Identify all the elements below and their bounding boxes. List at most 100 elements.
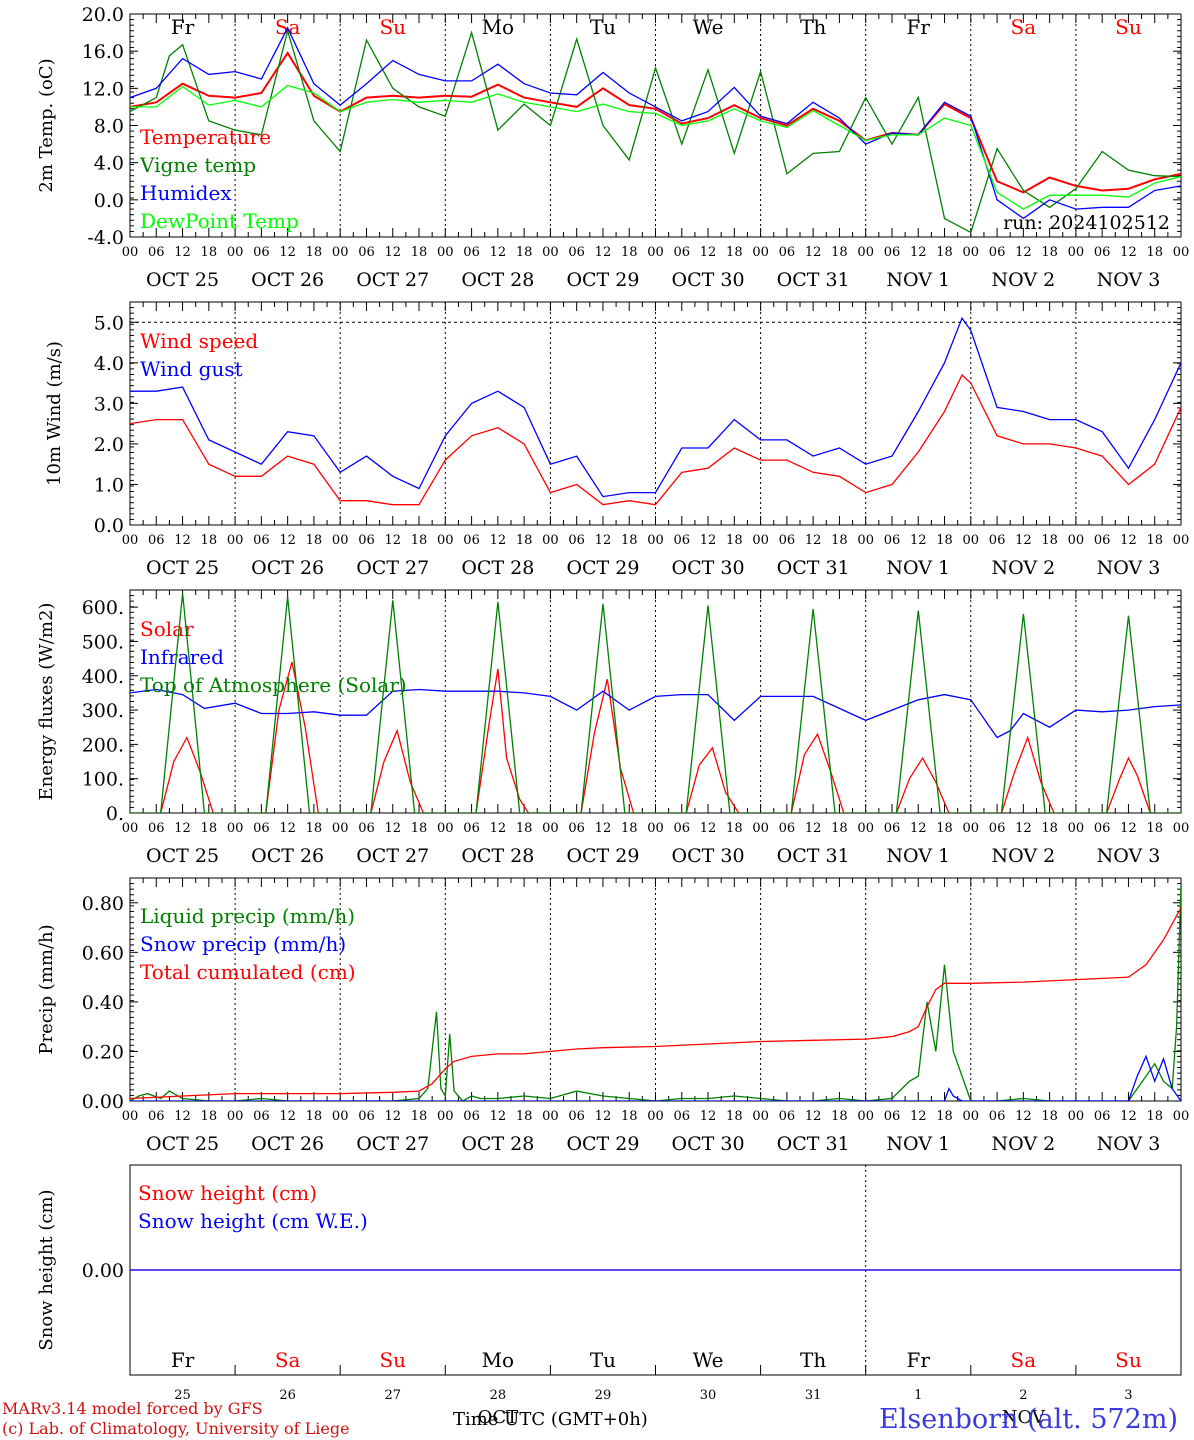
panel-5: 0.00 Snow height (cm) 25 26 27 28 29 30 31 1 2 3 OCT… [36, 1164, 1182, 1430]
day-of-week-label: Tu [590, 15, 616, 39]
x-hour-label: 06 [884, 533, 901, 548]
x-hour-label: 06 [884, 821, 901, 836]
x-hour-label: 18 [306, 821, 323, 836]
footer-model: MARv3.14 model forced by GFS [2, 1399, 263, 1418]
x-hour-label: 00 [1173, 533, 1190, 548]
x-date-label: OCT 31 [777, 845, 850, 867]
x-hour-label: 18 [201, 1109, 218, 1124]
y-tick-label: 0.0 [94, 515, 124, 537]
x-hour-label: 18 [1041, 245, 1058, 260]
x-hour-label: 06 [358, 1109, 375, 1124]
x-hour-label: 12 [279, 1109, 296, 1124]
x-hour-label: 18 [621, 1109, 638, 1124]
x-hour-label: 12 [595, 821, 612, 836]
x-date-label: OCT 25 [146, 1133, 219, 1155]
x-day-label: 25 [174, 1388, 191, 1403]
day-of-week-label: Mo [482, 1348, 515, 1372]
x-hour-label: 00 [963, 1109, 980, 1124]
x-hour-label: 12 [174, 533, 191, 548]
x-hour-label: 12 [279, 533, 296, 548]
legend-entry: Snow height (cm W.E.) [138, 1209, 368, 1233]
x-date-label: OCT 27 [356, 557, 429, 579]
x-hour-label: 06 [989, 533, 1006, 548]
x-hour-label: 06 [989, 1109, 1006, 1124]
x-day-label: 27 [384, 1388, 401, 1403]
series-line [130, 661, 1181, 813]
x-hour-label: 00 [752, 245, 769, 260]
x-hour-label: 18 [1146, 821, 1163, 836]
x-day-label: 29 [595, 1388, 612, 1403]
y-tick-label: 20.0 [82, 4, 124, 26]
x-hour-label: 00 [122, 821, 139, 836]
x-hour-label: 00 [332, 821, 349, 836]
x-hour-label: 12 [279, 245, 296, 260]
day-of-week-label: Th [800, 15, 826, 39]
x-hour-label: 18 [831, 533, 848, 548]
series-line [130, 907, 1181, 1100]
x-date-label: OCT 27 [356, 269, 429, 291]
x-hour-label: 06 [674, 1109, 691, 1124]
x-hour-label: 18 [201, 533, 218, 548]
x-hour-label: 00 [1068, 821, 1085, 836]
x-hour-label: 18 [831, 245, 848, 260]
x-hour-label: 00 [437, 821, 454, 836]
x-date-label: OCT 30 [672, 557, 745, 579]
y-tick-label: 0.40 [82, 992, 124, 1014]
y-tick-label: 2.0 [94, 434, 124, 456]
x-hour-label: 00 [332, 1109, 349, 1124]
footer-lab: (c) Lab. of Climatology, University of L… [2, 1419, 350, 1438]
day-of-week-label: Su [1115, 1348, 1142, 1372]
x-hour-label: 06 [1094, 533, 1111, 548]
x-hour-label: 06 [1094, 245, 1111, 260]
x-hour-label: 18 [1146, 533, 1163, 548]
series-line [130, 593, 1181, 813]
x-date-label: NOV 1 [886, 269, 950, 291]
x-hour-label: 00 [857, 245, 874, 260]
series-line [130, 84, 1181, 210]
x-hour-label: 06 [779, 1109, 796, 1124]
series-line [130, 885, 1181, 1101]
day-of-week-label: Th [800, 1348, 826, 1372]
x-hour-label: 18 [936, 533, 953, 548]
x-hour-label: 00 [122, 533, 139, 548]
x-hour-label: 06 [148, 245, 165, 260]
series-line [130, 373, 1181, 506]
x-day-label: 3 [1124, 1388, 1132, 1403]
legend-entry: Wind speed [140, 329, 258, 353]
x-date-label: OCT 30 [672, 269, 745, 291]
x-date-label: NOV 1 [886, 1133, 950, 1155]
x-date-label: NOV 2 [991, 557, 1055, 579]
x-day-label: 26 [279, 1388, 296, 1403]
x-day-label: 28 [490, 1388, 507, 1403]
x-hour-label: 18 [831, 1109, 848, 1124]
x-hour-label: 00 [227, 821, 244, 836]
x-hour-label: 00 [227, 245, 244, 260]
x-hour-label: 18 [1041, 533, 1058, 548]
x-hour-label: 00 [437, 1109, 454, 1124]
x-hour-label: 12 [805, 821, 822, 836]
x-hour-label: 00 [1173, 1109, 1190, 1124]
x-hour-label: 12 [490, 821, 507, 836]
legend-entry: Infrared [140, 645, 224, 669]
y-tick-label: 5.0 [94, 312, 124, 334]
x-date-label: OCT 26 [251, 557, 324, 579]
x-date-label: OCT 28 [461, 1133, 534, 1155]
run-annotation: run: 2024102512 [1003, 212, 1170, 234]
x-date-label: OCT 29 [566, 269, 639, 291]
x-hour-label: 06 [674, 821, 691, 836]
x-date-label: OCT 26 [251, 845, 324, 867]
x-hour-label: 18 [726, 1109, 743, 1124]
x-hour-label: 12 [490, 533, 507, 548]
x-hour-label: 12 [910, 533, 927, 548]
x-hour-label: 18 [306, 533, 323, 548]
y-tick-label: 8.0 [94, 116, 124, 138]
legend-entry: Liquid precip (mm/h) [140, 904, 355, 928]
x-hour-label: 06 [463, 533, 480, 548]
legend-entry: Humidex [140, 181, 232, 205]
x-hour-label: 06 [568, 1109, 585, 1124]
x-hour-label: 18 [201, 821, 218, 836]
legend-entry: Snow precip (mm/h) [140, 932, 346, 956]
x-hour-label: 06 [884, 1109, 901, 1124]
x-hour-label: 12 [805, 245, 822, 260]
y-tick-label: 0.00 [82, 1091, 124, 1113]
